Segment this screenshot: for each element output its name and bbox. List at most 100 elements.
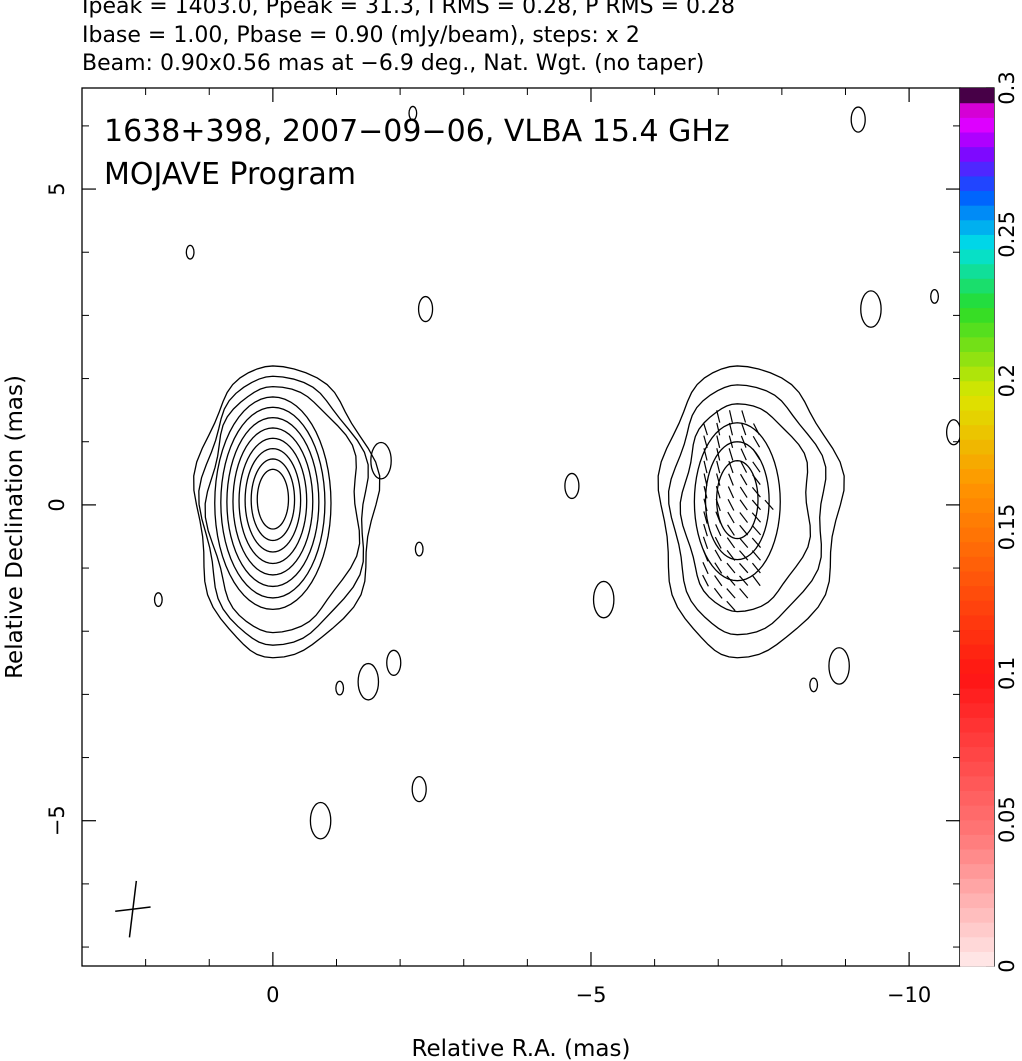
colorbar-segment [960,351,994,367]
evpa-tick [703,498,708,512]
left-panel-contour [244,447,302,553]
colorbar-segment [960,380,994,396]
colorbar-segment [960,761,994,777]
noise-contour [417,295,434,323]
colorbar-tick-label: 0.05 [995,796,1019,843]
colorbar-segment [960,512,994,528]
noise-contour [408,105,418,121]
evpa-tick [764,499,774,511]
left-panel-contour [256,468,290,530]
x-tick-label: −5 [576,983,607,1007]
colorbar-segment [960,878,994,894]
evpa-tick [739,562,749,574]
colorbar-segment [960,263,994,279]
noise-contour [850,106,866,133]
noise-contour [592,580,615,619]
evpa-tick [703,422,708,436]
colorbar-segment [960,468,994,484]
noise-contour [930,288,940,304]
colorbar-tick-label: 0.25 [995,211,1019,258]
evpa-tick [703,460,708,474]
evpa-tick [715,511,722,524]
y-axis-label: Relative Declination (mas) [2,375,28,679]
colorbar-segment [960,863,994,879]
evpa-tick [703,435,708,448]
colorbar-tick-label: 0.2 [995,364,1019,397]
colorbar-segment [960,892,994,909]
colorbar-segment [960,395,994,411]
evpa-tick [739,575,749,586]
colorbar-tick-label: 0.1 [995,657,1019,690]
evpa-tick [702,574,709,587]
evpa-tick [726,575,736,586]
colorbar-segment [960,205,994,221]
evpa-tick [703,523,708,537]
evpa-tick [715,524,722,537]
colorbar-segment [960,819,994,835]
header-line-2: Ibase = 1.00, Pbase = 0.90 (mJy/beam), s… [82,23,640,48]
noise-contour [809,677,819,693]
colorbar-segment [960,497,994,513]
colorbar-segment [960,541,994,557]
evpa-tick [752,435,761,448]
evpa-tick [752,448,761,461]
colorbar-segment [960,570,994,587]
evpa-tick [715,486,721,499]
evpa-tick [726,600,736,612]
evpa-tick [751,537,762,548]
noise-contour [386,649,402,676]
colorbar-segment [960,702,994,718]
evpa-tick [740,448,747,461]
left-panel-contour [232,427,314,576]
evpa-tick [739,486,748,498]
evpa-tick [740,435,747,448]
evpa-tick [714,549,722,562]
colorbar-segment [960,717,994,733]
evpa-tick [703,473,708,486]
noise-contour [945,419,960,446]
evpa-tick [713,587,723,599]
noise-contour [564,472,580,500]
left-panel-contour [193,365,381,659]
left-panel-contour [204,385,361,634]
colorbar-segment [960,907,994,923]
colorbar-segment [960,307,994,323]
colorbar-segment [960,424,994,440]
evpa-tick [727,511,735,524]
colorbar-segment [960,483,994,499]
noise-contour [357,662,380,701]
colorbar-segment [960,336,994,352]
evpa-tick [751,562,761,574]
evpa-tick [716,410,721,423]
evpa-tick [752,423,760,435]
evpa-tick [739,499,748,511]
right-panel-contour [693,422,781,582]
colorbar-segment [960,922,994,938]
colorbar-segment [960,439,994,455]
evpa-tick [751,499,761,511]
noise-contour [828,647,850,685]
left-panel-contour [250,458,296,542]
colorbar-segment [960,322,994,338]
noise-contour [370,441,392,480]
evpa-tick [716,435,721,449]
colorbar-segment [960,190,994,206]
colorbar-segment [960,219,994,235]
colorbar-segment [960,453,994,470]
evpa-tick [726,537,736,549]
noise-contour [309,801,332,840]
evpa-tick [728,448,734,461]
colorbar-segment [960,585,994,601]
colorbar-segment [960,556,994,572]
colorbar-segment [960,687,994,704]
evpa-tick [739,550,749,561]
colorbar-segment [960,790,994,806]
evpa-tick [741,410,747,423]
x-tick-label: 0 [266,983,279,1007]
colorbar-segment [960,614,994,631]
evpa-tick [728,410,733,423]
noise-contour [153,592,163,608]
colorbar-segment [960,951,994,967]
colorbar-segment [960,409,994,426]
